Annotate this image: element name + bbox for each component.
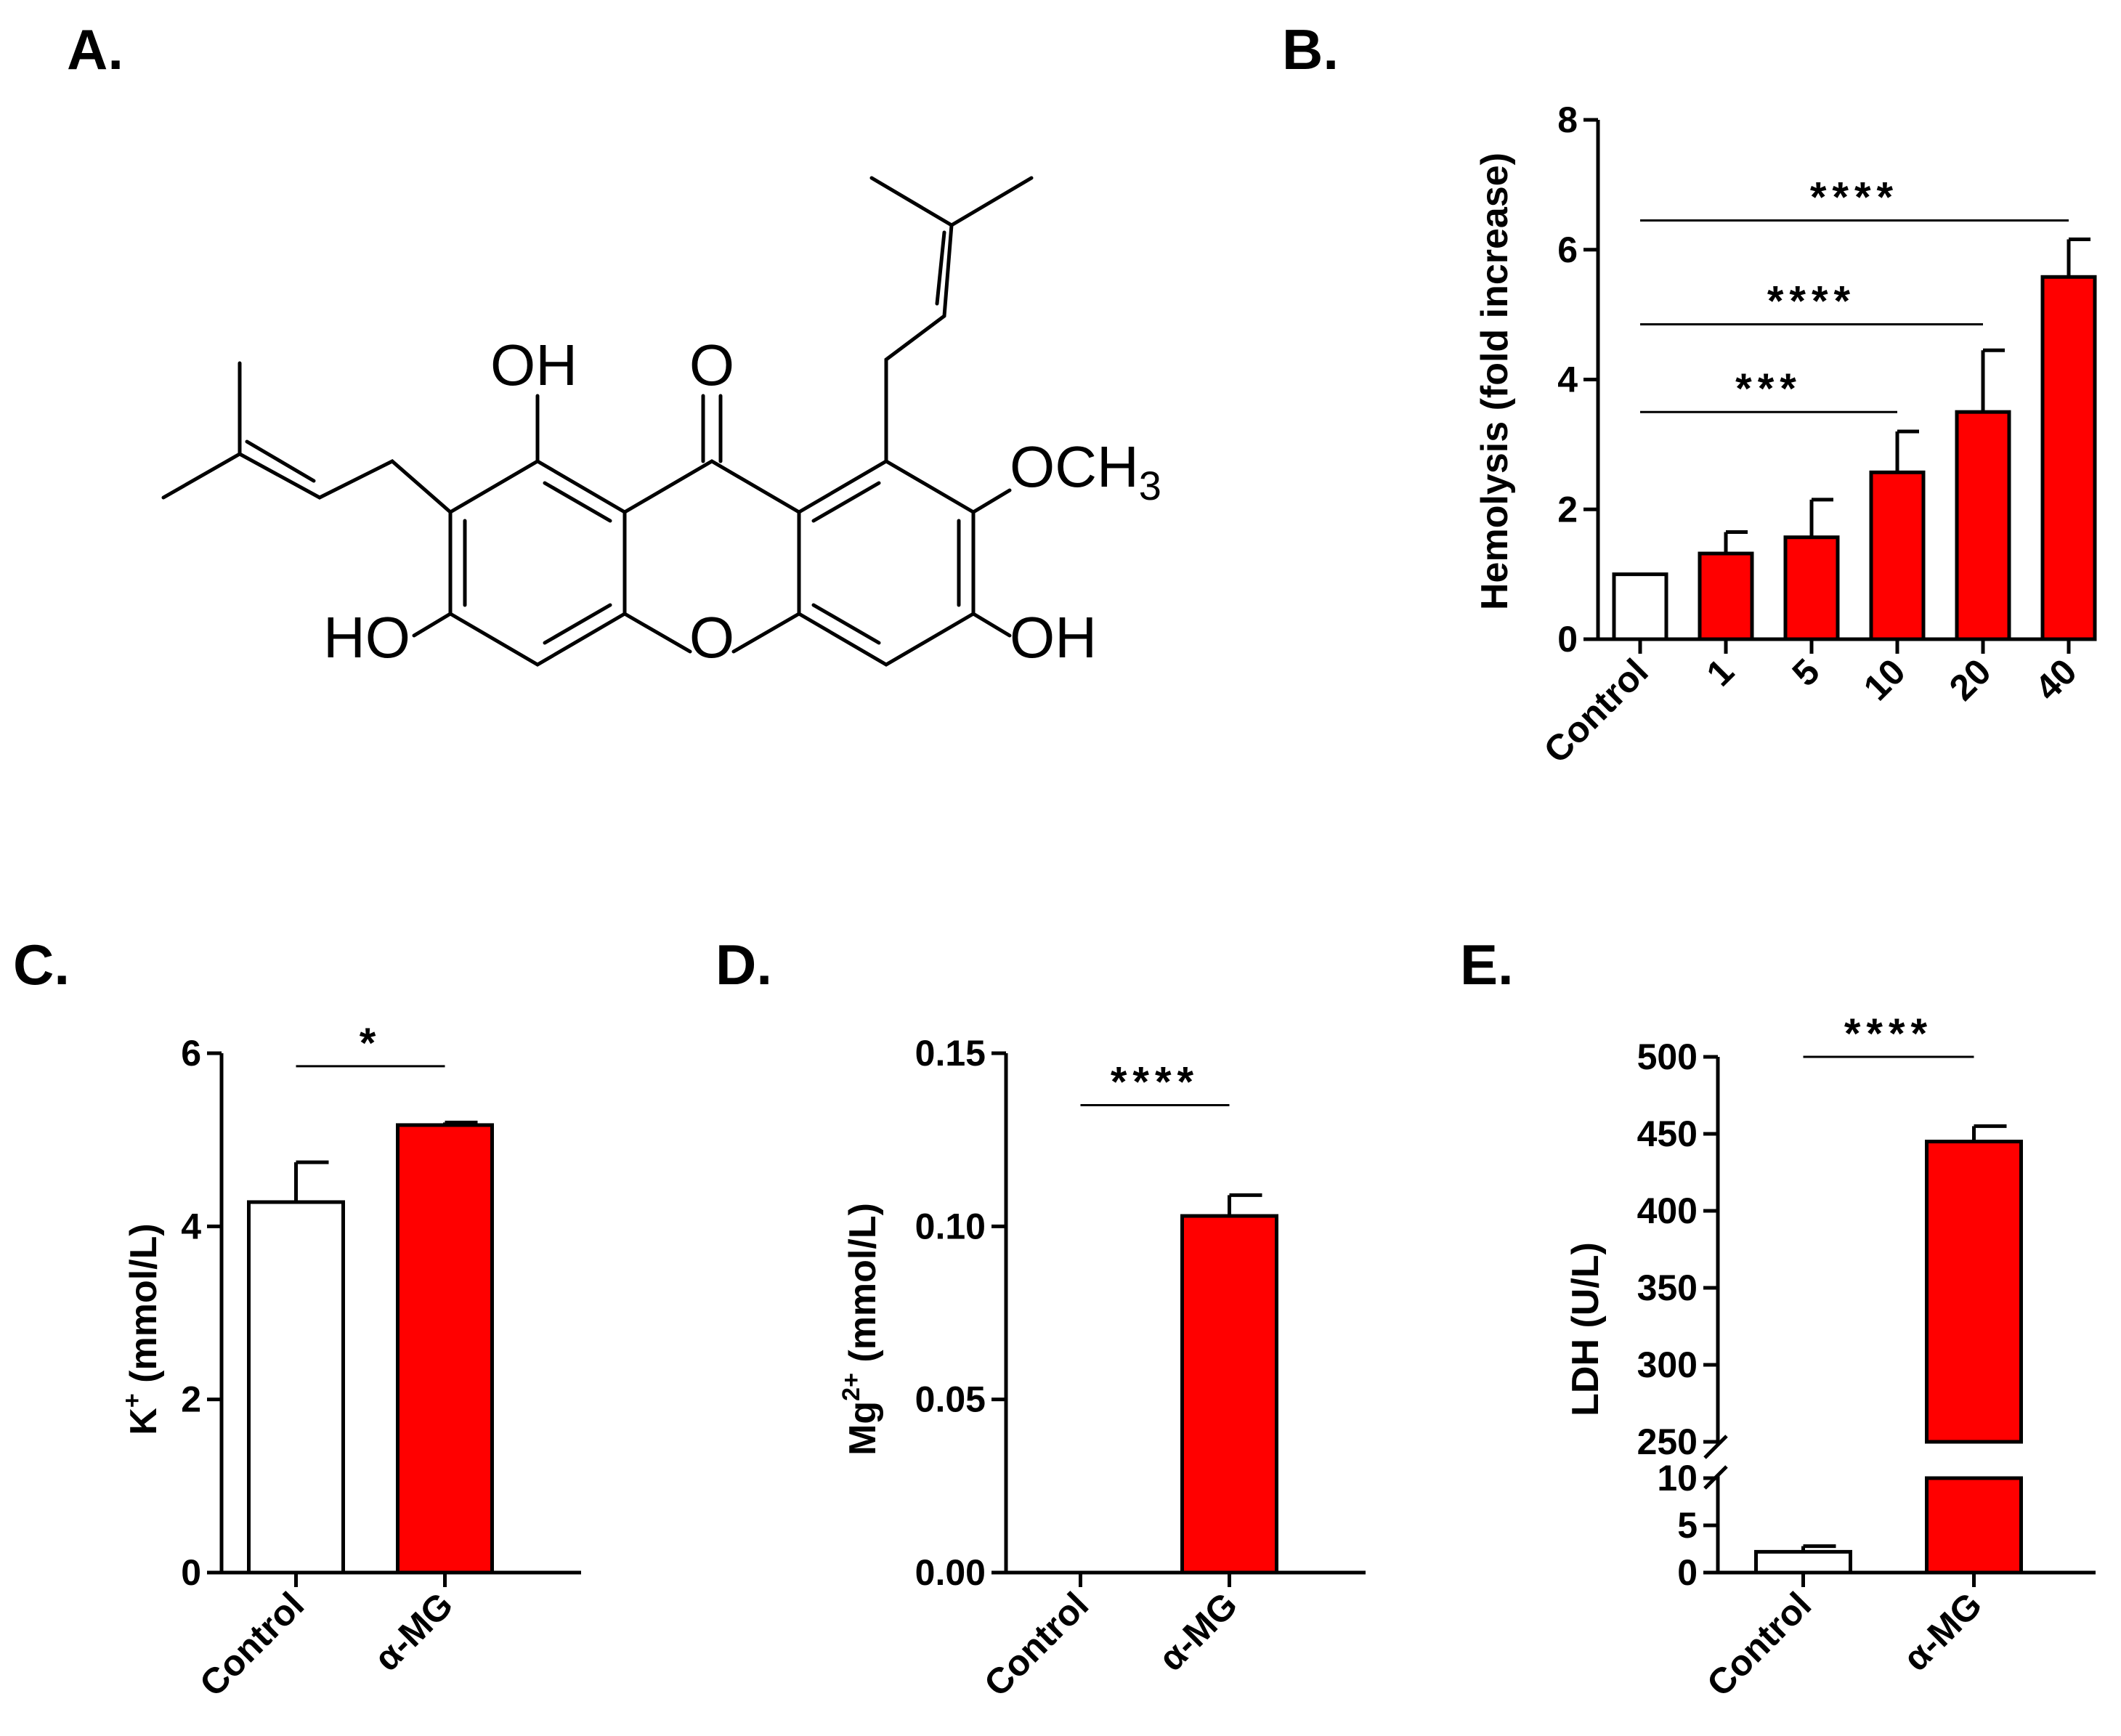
chart-c-xtick-label: Control (192, 1584, 312, 1704)
chart-b-sig-label: **** (1810, 174, 1899, 222)
chart-e-xtick-label: α-MG (1895, 1584, 1990, 1679)
chart-e-bar (1754, 1549, 1852, 1575)
chart-b-ytick-label: 8 (1557, 100, 1578, 140)
chart-c-ytick-label: 2 (181, 1379, 201, 1420)
chart-b-ytick-label: 4 (1557, 360, 1578, 400)
chart-d-ytick-label: 0.15 (915, 1033, 986, 1074)
chart-e-ytick-label: 300 (1637, 1344, 1698, 1385)
methoxy-label: OCH3 (1010, 434, 1161, 508)
chart-b-ylabel: Hemolysis (fold increase) (1474, 153, 1516, 610)
chart-e-axis-gap (1714, 1444, 1722, 1476)
chart-b-bar (1612, 572, 1668, 641)
chart-b-ytick-label: 6 (1557, 230, 1578, 270)
chart-e-xtick-label: Control (1699, 1584, 1819, 1704)
chart-d-ylabel: Mg2+ (mmol/L) (838, 1203, 884, 1456)
chart-e-sig-label: **** (1844, 1010, 1933, 1058)
chart-b-sig-label: **** (1767, 278, 1856, 325)
panel-label-e: E. (1460, 933, 1514, 997)
chart-e-ytick-label: 450 (1637, 1114, 1698, 1154)
chart-b-xtick-label: 5 (1785, 651, 1828, 694)
chart-b-ytick-label: 2 (1557, 489, 1578, 530)
chart-e-ytick-label: 350 (1637, 1267, 1698, 1308)
chart-d-ytick-label: 0.10 (915, 1206, 986, 1246)
chart-e-ytick-label: 5 (1677, 1505, 1698, 1546)
chart-e-ytick-label: 500 (1637, 1037, 1698, 1077)
chart-d-xtick-label: α-MG (1151, 1584, 1245, 1679)
chart-d-xtick-label: Control (976, 1584, 1096, 1704)
chart-e-bar-lower-segment (1925, 1476, 2023, 1575)
ho-left-label: HO (323, 605, 410, 670)
chemical-structure: OH O OCH3 HO O OH (161, 176, 1161, 670)
chart-b-xtick-label: 10 (1856, 651, 1913, 708)
carbonyl-o-label: O (689, 333, 734, 397)
chart-b-bar (1698, 551, 1754, 641)
chart-b-xtick-label: Control (1536, 651, 1656, 771)
chart-e-ylabel: LDH (U/L) (1565, 1242, 1607, 1416)
chart-b-bar (1869, 470, 1926, 641)
panel-label-c: C. (13, 933, 70, 997)
oh-top-label: OH (490, 333, 577, 397)
chart-e-break-mark (1703, 1465, 1728, 1490)
chart-b-xtick-label: 20 (1942, 651, 1999, 708)
chart-b-sig-label: *** (1735, 365, 1802, 413)
chart-d-ytick-label: 0.05 (915, 1379, 986, 1420)
panel-label-d: D. (715, 933, 772, 997)
panel-label-a: A. (67, 17, 123, 81)
chart-c-sig-label: * (360, 1020, 382, 1067)
chart-c-ytick-label: 0 (181, 1552, 201, 1593)
chart-e-ytick-label: 10 (1657, 1458, 1698, 1498)
chart-d-ytick-label: 0.00 (915, 1552, 986, 1593)
chart-c-potassium: 0 2 4 6 Control α-MG * (181, 1020, 581, 1704)
chart-c-ylabel: K+ (mmol/L) (118, 1223, 165, 1435)
chart-e-break-mark (1703, 1435, 1728, 1459)
chart-d-bar (1180, 1214, 1278, 1575)
chart-d-magnesium: 0.00 0.05 0.10 0.15 Control α-MG **** (915, 1033, 1366, 1704)
chart-e-ytick-label: 0 (1677, 1552, 1698, 1593)
oh-right-label: OH (1010, 605, 1097, 670)
chart-d-sig-label: **** (1111, 1059, 1199, 1106)
ring-oxygen-label: O (689, 605, 734, 670)
chart-b-bar (2040, 275, 2097, 641)
chart-e-ytick-label: 400 (1637, 1191, 1698, 1231)
chart-b-bar (1783, 535, 1840, 641)
chart-c-xtick-label: α-MG (366, 1584, 461, 1679)
chart-e-ytick-label: 250 (1637, 1421, 1698, 1462)
chart-c-ytick-label: 6 (181, 1033, 201, 1074)
chart-c-bar (247, 1200, 345, 1575)
chart-b-ytick-label: 0 (1557, 619, 1578, 660)
chart-b-bar (1955, 410, 2011, 641)
panel-label-b: B. (1282, 17, 1339, 81)
chart-e-bar (1925, 1140, 2023, 1444)
chart-b-xtick-label: 1 (1699, 651, 1742, 694)
chart-c-bar (396, 1123, 494, 1575)
chart-c-ytick-label: 4 (181, 1206, 201, 1246)
chart-b-xtick-label: 40 (2027, 651, 2085, 708)
